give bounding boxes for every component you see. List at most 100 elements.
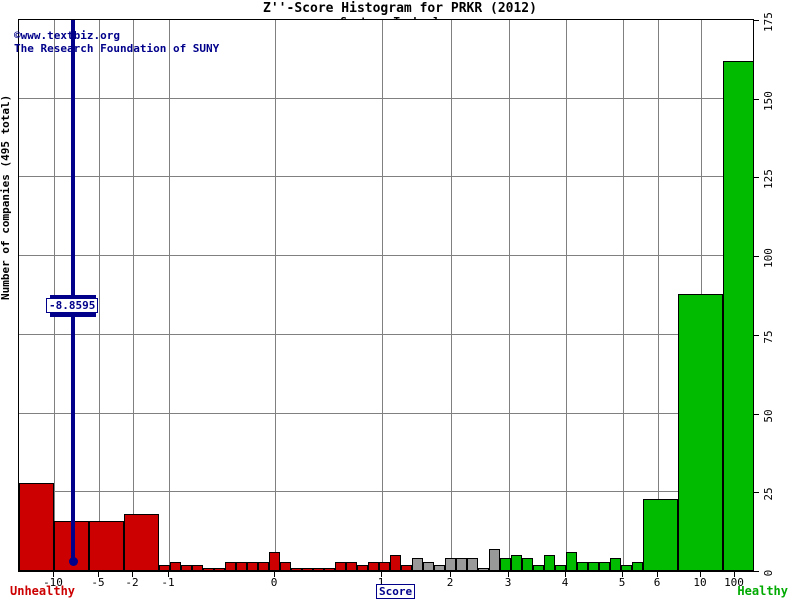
x-axis-label: Score: [376, 584, 416, 599]
y-axis-tick: [754, 413, 759, 415]
y-axis-tick-label: 75: [762, 330, 775, 344]
histogram-bar: [577, 561, 588, 571]
gridline-horizontal: [19, 255, 753, 257]
histogram-bar: [445, 558, 456, 571]
page-title: Z''-Score Histogram for PRKR (2012): [263, 1, 537, 16]
zone-label-unhealthy: Unhealthy: [10, 584, 76, 598]
y-axis-tick: [754, 334, 759, 336]
x-axis-tick: [622, 572, 623, 577]
x-axis-tick: [450, 572, 451, 577]
histogram-bar: [368, 561, 379, 571]
x-axis-tick: [132, 572, 133, 577]
histogram-bar: [124, 514, 159, 571]
histogram-bar: [566, 552, 577, 571]
x-axis-tick: [700, 572, 701, 577]
score-marker-label: -8.8595: [46, 298, 99, 313]
histogram-bar: [643, 498, 678, 571]
histogram-bar: [456, 558, 467, 571]
histogram-bar: [236, 561, 247, 571]
histogram-bar: [247, 561, 258, 571]
histogram-bar: [632, 561, 643, 571]
histogram-bar: [159, 564, 170, 571]
histogram-bar: [533, 564, 544, 571]
histogram-bar: [522, 558, 533, 571]
y-axis-tick: [754, 256, 759, 258]
histogram-bar: [678, 293, 723, 571]
histogram-bar: [500, 558, 511, 571]
y-axis-tick-label: 125: [762, 169, 775, 190]
histogram-bar: [269, 552, 280, 571]
watermark: ©www.textbiz.org The Research Foundation…: [14, 29, 219, 55]
histogram-bar: [19, 482, 54, 571]
histogram-bar: [170, 561, 181, 571]
y-axis-tick: [754, 177, 759, 179]
histogram-bar: [192, 564, 203, 571]
histogram-bar: [610, 558, 621, 571]
x-axis-tick-label: 6: [653, 576, 661, 589]
y-axis-tick-label: 0: [762, 569, 775, 577]
histogram-bar: [258, 561, 269, 571]
x-axis-tick-label: 4: [561, 576, 569, 589]
x-axis-tick-label: 3: [504, 576, 512, 589]
histogram-bar: [621, 564, 632, 571]
histogram-bar: [588, 561, 599, 571]
score-marker-cap-top: [50, 295, 96, 299]
gridline-horizontal: [19, 176, 753, 178]
histogram-bar: [181, 564, 192, 571]
gridline-vertical: [169, 20, 170, 571]
y-axis-tick-label: 50: [762, 408, 775, 423]
gridline-vertical: [133, 20, 134, 571]
gridline-vertical: [623, 20, 624, 571]
histogram-bar: [511, 555, 522, 571]
x-axis-tick: [734, 572, 735, 577]
gridline-horizontal: [19, 97, 753, 99]
histogram-bar: [723, 60, 753, 571]
histogram-bar: [313, 567, 324, 571]
x-axis-tick: [98, 572, 99, 577]
histogram-bar: [346, 561, 357, 571]
x-axis-tick: [381, 572, 382, 577]
histogram-bar: [412, 558, 423, 571]
score-marker-cap-bottom: [50, 313, 96, 317]
x-axis-tick-label: 1: [377, 576, 385, 589]
y-axis-tick-label: 175: [762, 12, 775, 32]
histogram-bar: [555, 564, 566, 571]
y-axis-tick-label: 100: [762, 248, 775, 269]
histogram-bar: [214, 567, 225, 571]
histogram-bar: [423, 561, 434, 571]
gridline-vertical: [509, 20, 510, 571]
gridline-horizontal: [19, 491, 753, 493]
histogram-bar: [599, 561, 610, 571]
y-axis-tick: [754, 571, 759, 572]
gridline-vertical: [275, 20, 276, 571]
gridline-vertical: [382, 20, 383, 571]
gridline-vertical: [451, 20, 452, 571]
y-axis-tick-label: 25: [762, 487, 775, 501]
plot-area: -8.8595: [18, 19, 754, 572]
score-marker-dot: [69, 557, 78, 566]
gridline-horizontal: [19, 19, 753, 20]
watermark-line-2: The Research Foundation of SUNY: [14, 42, 220, 55]
y-axis-tick-label: 150: [762, 90, 775, 111]
gridline-horizontal: [19, 412, 753, 414]
histogram-bar: [324, 567, 335, 571]
histogram-bar: [390, 555, 401, 571]
x-axis-tick-label: 0: [270, 576, 278, 589]
histogram-bar: [467, 558, 478, 571]
watermark-line-1: ©www.textbiz.org: [14, 29, 120, 42]
y-axis-tick: [754, 492, 759, 494]
y-axis-tick: [754, 20, 759, 21]
x-axis-tick-label: -2: [125, 576, 139, 589]
x-axis-tick-label: 100: [724, 576, 744, 589]
gridline-vertical: [99, 20, 100, 571]
y-axis-tick: [754, 98, 759, 100]
x-axis-tick: [508, 572, 509, 577]
gridline-vertical: [566, 20, 567, 571]
histogram-bar: [544, 555, 555, 571]
histogram-bar: [225, 561, 236, 571]
x-axis-tick: [565, 572, 566, 577]
histogram-bar: [478, 567, 489, 571]
histogram-bar: [203, 567, 214, 571]
x-axis-tick: [53, 572, 54, 577]
